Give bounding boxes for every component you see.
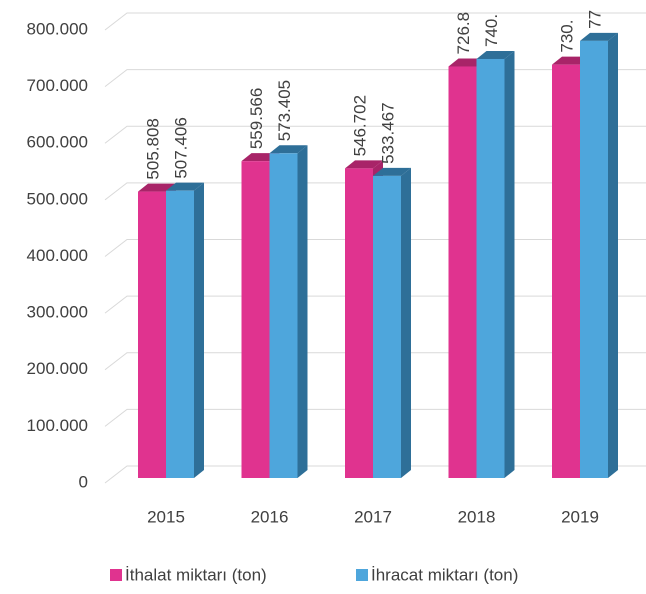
bar-top	[476, 50, 515, 59]
y-tick-label: 200.000	[27, 359, 88, 378]
legend-swatch	[110, 569, 122, 581]
grid-line	[104, 12, 646, 31]
legend-label: İthalat miktarı (ton)	[125, 565, 267, 584]
x-tick-label: 2015	[147, 507, 185, 526]
value-label: 573.405	[275, 80, 294, 141]
y-tick-label: 600.000	[27, 133, 88, 152]
value-label: 505.808	[143, 118, 162, 179]
value-label: 726.8	[454, 12, 473, 55]
bar-front	[269, 153, 298, 478]
bar	[166, 182, 204, 479]
bar-side	[504, 50, 515, 478]
bar-side	[297, 145, 308, 478]
value-label: 77	[585, 10, 604, 29]
y-tick-label: 700.000	[27, 76, 88, 95]
bar-front	[373, 175, 401, 478]
bar-top	[269, 145, 308, 154]
bar	[373, 167, 411, 478]
x-tick-label: 2019	[561, 507, 599, 526]
bar-front	[580, 40, 608, 478]
bar-front	[138, 191, 166, 478]
bar-top	[138, 183, 176, 192]
value-label: 740.	[482, 14, 501, 47]
y-tick-label: 400.000	[27, 246, 88, 265]
y-tick-label: 0	[79, 472, 88, 491]
bar-side	[401, 167, 411, 478]
bar-front	[476, 58, 505, 478]
legend-swatch	[356, 569, 368, 581]
bar-front	[241, 161, 270, 478]
value-label: 559.566	[247, 88, 266, 149]
bar	[476, 50, 515, 478]
y-tick-label: 300.000	[27, 303, 88, 322]
bar-front	[552, 64, 580, 478]
bar-top	[166, 182, 204, 191]
bar-front	[345, 168, 373, 478]
value-label: 507.406	[171, 117, 190, 178]
bar-top	[580, 32, 618, 41]
value-label: 533.467	[378, 102, 397, 163]
legend-label: İhracat miktarı (ton)	[371, 565, 518, 584]
y-tick-label: 500.000	[27, 189, 88, 208]
bar-side	[194, 182, 204, 479]
value-label: 546.702	[350, 95, 369, 156]
y-tick-label: 800.000	[27, 19, 88, 38]
x-tick-label: 2017	[354, 507, 392, 526]
bar	[580, 32, 618, 478]
value-label: 730.	[557, 20, 576, 53]
x-tick-label: 2018	[458, 507, 496, 526]
x-tick-label: 2016	[251, 507, 289, 526]
bar	[269, 145, 308, 478]
bar-top	[345, 160, 383, 169]
bar-top	[373, 167, 411, 176]
bar-front	[448, 66, 477, 479]
bar-front	[166, 190, 194, 479]
bar-side	[608, 32, 618, 478]
y-tick-label: 100.000	[27, 416, 88, 435]
